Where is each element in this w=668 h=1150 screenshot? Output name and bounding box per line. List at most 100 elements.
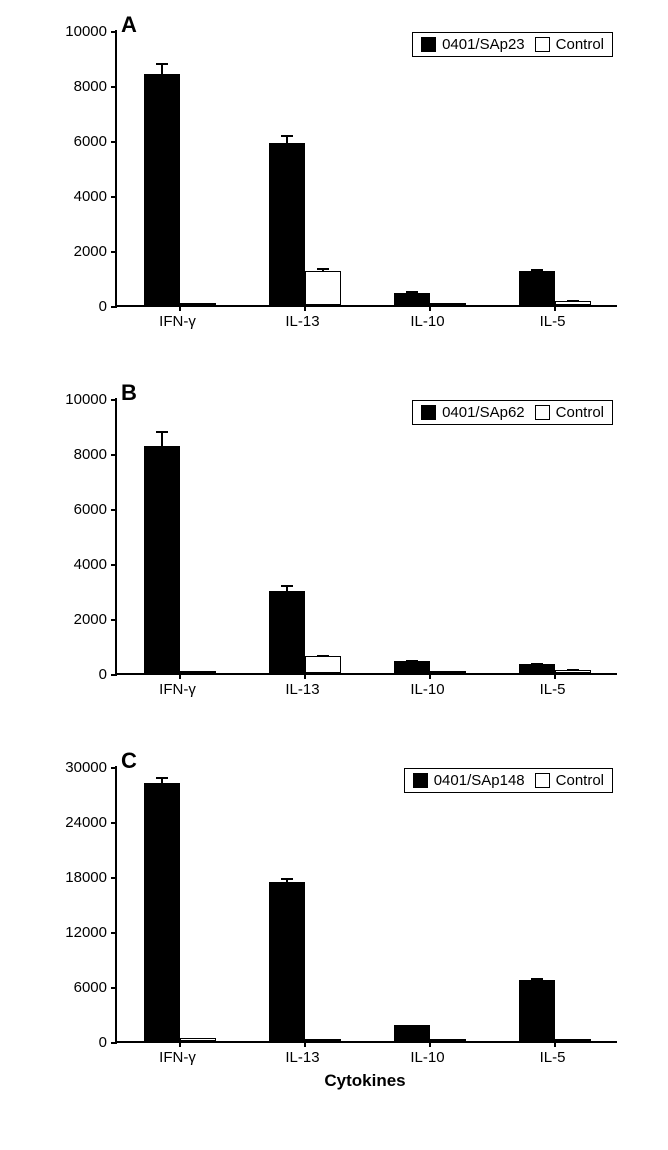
panel-a: A0200040006000800010000Cytokine Level (p… (10, 10, 658, 350)
x-category-label: IL-5 (490, 681, 615, 698)
bar-treatment (144, 446, 180, 673)
y-tick-label: 6000 (74, 133, 107, 150)
y-tick-label: 6000 (74, 979, 107, 996)
y-tick-label: 10000 (65, 391, 107, 408)
legend-treatment-label: 0401/SAp148 (434, 772, 525, 789)
panel-letter: B (121, 380, 137, 406)
y-tick-mark (111, 1042, 117, 1044)
x-tick-mark (179, 305, 181, 311)
error-bar (411, 661, 413, 662)
x-category-label: IFN-γ (115, 1049, 240, 1066)
error-cap (281, 878, 293, 880)
bar-treatment (144, 74, 180, 305)
bar-group (117, 766, 242, 1041)
error-bar (286, 586, 288, 592)
y-tick-label: 0 (99, 298, 107, 315)
bar-treatment (519, 664, 555, 673)
bar-treatment (269, 591, 305, 674)
x-tick-mark (554, 1041, 556, 1047)
y-tick-label: 2000 (74, 243, 107, 260)
legend-swatch-hollow (535, 773, 550, 788)
bar-group (492, 398, 617, 673)
x-category-label: IL-13 (240, 1049, 365, 1066)
x-tick-mark (554, 673, 556, 679)
y-tick-label: 8000 (74, 78, 107, 95)
error-cap (567, 669, 579, 671)
y-tick-mark (111, 674, 117, 676)
bar-control (305, 271, 341, 305)
error-bar (411, 292, 413, 294)
x-category-label: IL-10 (365, 1049, 490, 1066)
bar-control (555, 301, 591, 305)
legend: 0401/SAp23Control (412, 32, 613, 57)
x-category-label: IL-5 (490, 1049, 615, 1066)
x-tick-mark (429, 305, 431, 311)
x-axis-label: Cytokines (115, 1071, 615, 1091)
bar-control (430, 671, 466, 673)
x-category-label: IFN-γ (115, 313, 240, 330)
bar-control (180, 671, 216, 673)
legend-control-label: Control (556, 36, 604, 53)
legend-treatment-label: 0401/SAp62 (442, 404, 525, 421)
x-category-label: IL-10 (365, 681, 490, 698)
bar-group (367, 398, 492, 673)
figure-container: A0200040006000800010000Cytokine Level (p… (10, 10, 658, 1086)
plot-area: 0200040006000800010000 (115, 398, 617, 675)
bar-control (430, 303, 466, 305)
y-tick-label: 24000 (65, 814, 107, 831)
error-bar (572, 301, 574, 302)
y-tick-label: 0 (99, 666, 107, 683)
error-cap (406, 291, 418, 293)
bar-group (492, 30, 617, 305)
legend-swatch-filled (413, 773, 428, 788)
x-category-label: IL-5 (490, 313, 615, 330)
bar-treatment (269, 882, 305, 1041)
error-bar (536, 270, 538, 272)
plot-area: 0600012000180002400030000 (115, 766, 617, 1043)
error-cap (567, 300, 579, 302)
x-tick-mark (304, 305, 306, 311)
y-tick-label: 0 (99, 1034, 107, 1051)
error-cap (317, 655, 329, 657)
panel-c: C0600012000180002400030000Cytokine Level… (10, 746, 658, 1086)
y-tick-label: 18000 (65, 869, 107, 886)
panel-letter: C (121, 748, 137, 774)
error-cap (531, 269, 543, 271)
bar-control (305, 656, 341, 673)
error-cap (406, 660, 418, 662)
bar-control (180, 303, 216, 305)
error-cap (156, 431, 168, 433)
panel-b: B0200040006000800010000Cytokine Level (p… (10, 378, 658, 718)
legend-swatch-filled (421, 405, 436, 420)
y-tick-label: 6000 (74, 501, 107, 518)
error-bar (572, 670, 574, 671)
bar-treatment (144, 783, 180, 1042)
y-tick-mark (111, 306, 117, 308)
bar-group (117, 30, 242, 305)
bar-group (242, 766, 367, 1041)
error-cap (406, 1025, 418, 1027)
error-bar (161, 778, 163, 784)
bar-control (180, 1038, 216, 1041)
error-cap (531, 978, 543, 980)
bar-group (117, 398, 242, 673)
error-cap (156, 63, 168, 65)
x-labels-row: IFN-γIL-13IL-10IL-5 (115, 313, 615, 330)
y-tick-label: 12000 (65, 924, 107, 941)
error-cap (281, 585, 293, 587)
x-labels-row: IFN-γIL-13IL-10IL-5 (115, 1049, 615, 1066)
error-bar (286, 136, 288, 144)
bar-control (555, 1039, 591, 1041)
bar-group (367, 30, 492, 305)
legend-swatch-hollow (535, 37, 550, 52)
error-bar (161, 432, 163, 447)
error-cap (531, 663, 543, 665)
x-tick-mark (179, 673, 181, 679)
y-tick-label: 10000 (65, 23, 107, 40)
error-bar (411, 1026, 413, 1027)
legend-swatch-hollow (535, 405, 550, 420)
bar-group (242, 30, 367, 305)
x-tick-mark (179, 1041, 181, 1047)
bars-container (117, 398, 617, 673)
x-labels-row: IFN-γIL-13IL-10IL-5 (115, 681, 615, 698)
